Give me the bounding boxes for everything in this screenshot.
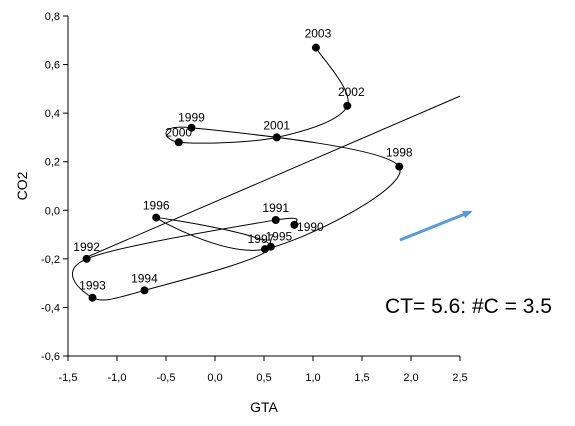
connecting-curve	[71, 47, 401, 301]
x-tick-label: 2,0	[403, 372, 418, 384]
point-1998	[395, 162, 404, 171]
point-label-1992: 1992	[73, 240, 100, 254]
point-2002	[343, 101, 352, 110]
point-label-2000: 2000	[165, 125, 192, 139]
point-2000	[174, 138, 183, 147]
point-1993	[88, 293, 97, 302]
annotation: CT= 5.6: #C = 3.5	[385, 295, 552, 318]
x-tick-label: 2,5	[452, 372, 467, 384]
x-axis-title: GTA	[250, 399, 278, 415]
x-tick-label: 0,5	[256, 372, 271, 384]
point-1999	[187, 123, 196, 132]
point-label-2001: 2001	[263, 118, 290, 132]
axes: -0,6 -0,4 -0,2 0,0 0,2 0,4 0,6 0,8 -1,5 -1,0 -0,5 0…	[41, 11, 468, 384]
y-tick-label: 0,0	[45, 205, 60, 217]
y-tick-label: 0,8	[45, 11, 60, 23]
point-label-2003: 2003	[305, 27, 332, 41]
x-tick-label: -1,0	[108, 372, 127, 384]
trend-arrow	[399, 210, 473, 242]
x-tick-label: 1,0	[305, 372, 320, 384]
y-tick-label: 0,4	[45, 108, 60, 120]
trend-line	[82, 95, 461, 260]
x-tick-label: -0,5	[157, 372, 176, 384]
y-tick-label: 0,2	[45, 157, 60, 169]
point-1992	[82, 254, 91, 263]
point-labels: 1990 1991 1992 1993 1994 1995 1996 1997 1998 1999…	[73, 27, 413, 293]
y-tick-label: -0,6	[41, 351, 60, 363]
point-label-1997: 1997	[248, 232, 275, 246]
point-1990	[290, 220, 299, 229]
point-label-1998: 1998	[386, 146, 413, 160]
y-tick-label: -0,4	[41, 302, 60, 314]
point-1994	[140, 286, 149, 295]
point-label-1990: 1990	[297, 220, 324, 234]
y-axis-title: CO2	[14, 171, 30, 200]
x-tick-label: 0,0	[207, 372, 222, 384]
x-tick-label: 1,5	[354, 372, 369, 384]
point-1996	[152, 213, 161, 222]
x-tick-label: -1,5	[59, 372, 78, 384]
point-label-1995: 1995	[266, 230, 293, 244]
point-label-1996: 1996	[143, 199, 170, 213]
point-1991	[271, 216, 280, 224]
y-tick-label: -0,2	[41, 254, 60, 266]
point-label-2002: 2002	[338, 85, 365, 99]
point-label-1991: 1991	[262, 201, 289, 215]
point-label-1994: 1994	[131, 271, 158, 285]
point-label-1993: 1993	[79, 279, 106, 293]
point-label-1999: 1999	[178, 111, 205, 125]
y-tick-label: 0,6	[45, 60, 60, 72]
point-2001	[272, 133, 281, 142]
point-2003	[311, 43, 320, 52]
point-1997	[260, 245, 269, 254]
series	[71, 43, 461, 302]
